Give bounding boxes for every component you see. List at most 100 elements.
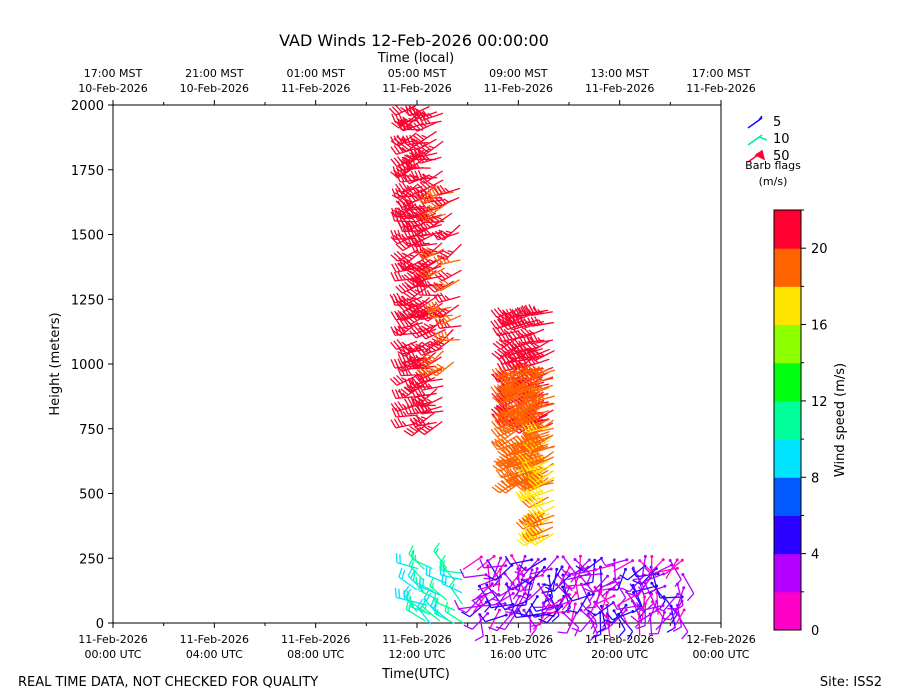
barb-feather: [393, 229, 399, 240]
barb-feather: [543, 590, 553, 593]
barb-feather: [396, 122, 404, 132]
barb-feather: [491, 420, 499, 430]
barb-shaft: [423, 366, 444, 377]
barb-feather: [533, 534, 542, 542]
barb-shaft: [655, 613, 672, 631]
wind-barb: [416, 170, 443, 184]
barb-feather: [599, 557, 607, 566]
barb-feather: [404, 378, 409, 388]
barb-feather: [517, 481, 525, 490]
barb-feather: [522, 345, 531, 353]
barb-feather: [402, 228, 408, 238]
barb-feather: [528, 422, 536, 432]
barb-feather: [520, 480, 528, 489]
barb-feather: [407, 377, 416, 387]
barb-feather: [495, 413, 504, 421]
barb-feather: [390, 230, 395, 240]
barb-feather: [406, 384, 416, 391]
barb-feather: [529, 382, 536, 392]
barb-shaft: [574, 578, 580, 600]
wind-barb: [418, 266, 446, 280]
barb-shaft: [531, 384, 554, 393]
barb-feather: [495, 340, 504, 348]
barb-feather: [497, 439, 505, 448]
barb-feather: [432, 311, 442, 319]
barb-feather: [391, 408, 397, 418]
barb-feather: [499, 468, 506, 478]
barb-feather: [409, 325, 417, 334]
wind-barb: [599, 576, 621, 590]
barb-feather: [415, 356, 425, 363]
barb-feather: [516, 349, 522, 359]
barb-feather: [408, 545, 414, 555]
barb-calm-dot: [586, 612, 590, 616]
wind-barb: [405, 600, 426, 622]
barb-calm-dot: [675, 582, 679, 586]
barb-feather: [394, 262, 401, 272]
barb-shaft: [644, 585, 666, 595]
barb-feather: [635, 625, 646, 630]
barb-feather: [408, 212, 414, 218]
barb-calm-dot: [663, 584, 667, 588]
barb-shaft: [534, 532, 555, 546]
barb-shaft: [517, 319, 540, 327]
barb-shaft: [441, 269, 462, 282]
barb-feather: [397, 417, 404, 427]
barb-feather: [527, 317, 533, 327]
barb-calm-dot: [574, 591, 578, 595]
barb-feather: [409, 330, 417, 339]
barb-feather: [415, 112, 423, 121]
barb-feather: [420, 325, 430, 332]
barb-feather: [406, 315, 415, 323]
barb-feather: [408, 117, 415, 121]
barb-feather: [417, 197, 426, 205]
barb-feather: [422, 578, 425, 588]
barb-feather: [629, 583, 636, 592]
barb-calm-dot: [524, 566, 528, 570]
barb-feather: [412, 141, 421, 149]
barb-feather: [405, 221, 414, 230]
barb-feather: [395, 363, 403, 372]
wind-barb: [631, 567, 660, 578]
wind-barb: [522, 347, 550, 359]
barb-shaft: [528, 584, 546, 601]
barb-feather: [427, 265, 434, 270]
barb-calm-dot: [555, 583, 559, 587]
barb-feather: [400, 209, 407, 219]
barb-feather: [439, 292, 447, 301]
legend-barb-50: [747, 149, 766, 163]
wind-barb: [521, 421, 550, 434]
barb-shaft: [424, 190, 444, 205]
barb-shaft: [472, 594, 487, 613]
barb-shaft: [612, 610, 634, 621]
barb-feather: [390, 236, 398, 245]
barb-shaft: [593, 595, 615, 606]
barb-feather: [508, 445, 516, 454]
barb-feather: [520, 319, 527, 328]
barb-feather: [445, 230, 452, 234]
barb-feather: [398, 158, 408, 165]
barb-calm-dot: [682, 586, 686, 590]
barb-feather: [395, 173, 401, 183]
wind-barb: [612, 609, 626, 638]
barb-shaft: [579, 573, 602, 577]
barb-feather: [509, 422, 518, 430]
barb-feather: [412, 571, 416, 582]
barb-shaft: [618, 614, 634, 632]
barb-feather: [498, 417, 506, 427]
x-tick-label: 00:00 UTC: [84, 648, 141, 661]
barb-feather: [500, 362, 507, 371]
barb-feather: [418, 361, 428, 367]
barb-calm-dot: [523, 592, 527, 596]
barb-feather: [436, 216, 443, 221]
barb-feather: [535, 434, 544, 442]
barb-feather: [498, 602, 506, 611]
barb-feather: [618, 629, 626, 638]
barb-feather: [529, 347, 537, 356]
barb-feather: [410, 277, 420, 284]
wind-barb: [395, 553, 419, 570]
y-tick-label: 2000: [71, 99, 104, 114]
y-tick-label: 1250: [71, 293, 104, 308]
barb-shaft: [425, 242, 443, 258]
barb-feather: [415, 271, 422, 281]
